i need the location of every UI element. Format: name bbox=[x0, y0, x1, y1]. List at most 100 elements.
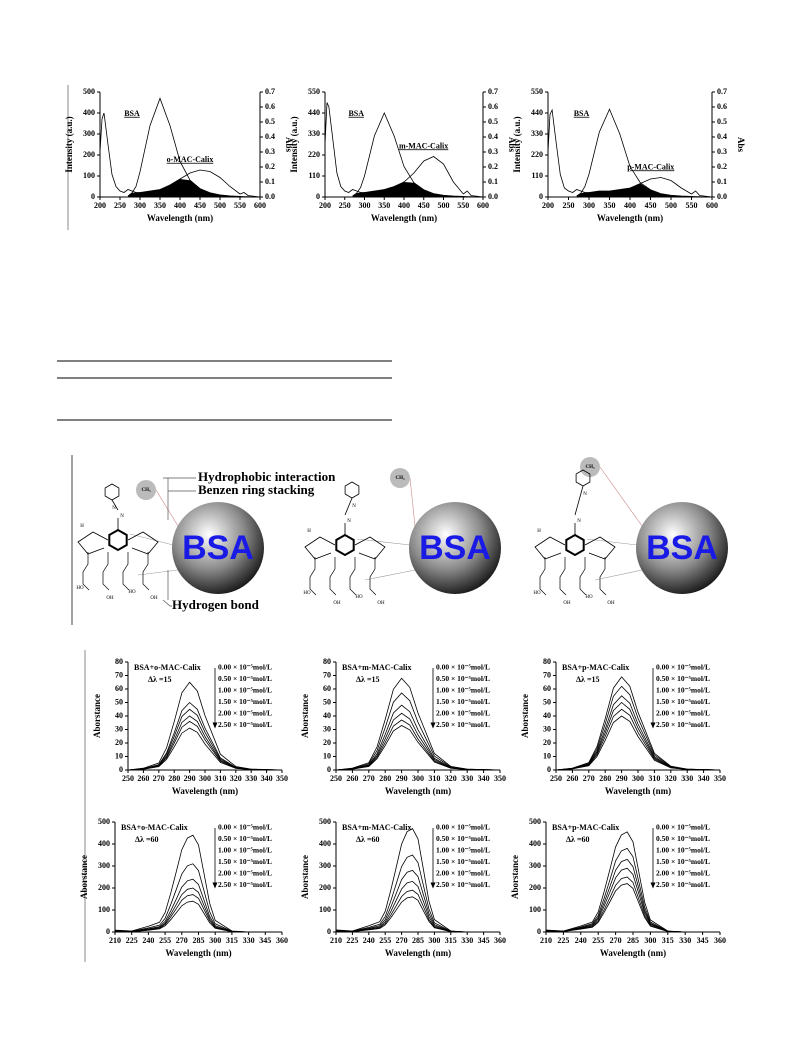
atom-label: HO bbox=[355, 595, 363, 600]
atom-label: HO bbox=[303, 591, 311, 596]
legend-arrowhead bbox=[212, 882, 218, 889]
x-tick-label: 300 bbox=[428, 936, 440, 945]
bsa-sphere bbox=[409, 502, 501, 594]
spectrum-line bbox=[545, 867, 720, 933]
y-tick-label: 80 bbox=[543, 657, 551, 666]
x-tick-label: 290 bbox=[184, 774, 196, 783]
x-axis-label: Wavelength (nm) bbox=[172, 786, 238, 796]
y-tick-label: 0 bbox=[547, 765, 551, 774]
x-tick-label: 240 bbox=[575, 936, 587, 945]
contact-line bbox=[356, 538, 411, 546]
x-tick-label: 200 bbox=[94, 201, 106, 210]
interaction-label: Benzen ring stacking bbox=[198, 482, 315, 497]
series-label: BSA bbox=[348, 109, 364, 118]
y-tick-label: 300 bbox=[319, 861, 331, 870]
y-axis-label: Intensity (a.u.) bbox=[289, 116, 299, 172]
x-tick-label: 270 bbox=[363, 774, 375, 783]
x-tick-label: 300 bbox=[134, 201, 146, 210]
x-tick-label: 450 bbox=[418, 201, 430, 210]
x-tick-label: 330 bbox=[679, 936, 691, 945]
sample-label: BSA+m-MAC-Calix bbox=[342, 663, 411, 672]
y-tick-label: 0 bbox=[539, 192, 543, 201]
calix-arm bbox=[584, 536, 616, 560]
legend-arrowhead bbox=[650, 722, 656, 729]
atom-label: HO bbox=[76, 586, 84, 591]
y-tick-label: 0 bbox=[537, 927, 541, 936]
y-tick-label: 50 bbox=[115, 697, 123, 706]
x-tick-label: 310 bbox=[428, 774, 440, 783]
atom-label: OH bbox=[106, 596, 114, 601]
y-tick-label: 200 bbox=[83, 150, 95, 159]
spectrum-line bbox=[547, 108, 713, 198]
y-tick-label: 70 bbox=[543, 670, 551, 679]
legend-label: 0.00 × 10⁻⁵mol/L bbox=[656, 663, 710, 672]
x-tick-label: 290 bbox=[396, 774, 408, 783]
x-tick-label: 270 bbox=[583, 774, 595, 783]
x-tick-label: 250 bbox=[339, 201, 351, 210]
sample-label: BSA+m-MAC-Calix bbox=[342, 823, 411, 832]
legend-label: 0.00 × 10⁻⁵mol/L bbox=[218, 663, 272, 672]
y2-tick-label: 0.1 bbox=[488, 177, 498, 186]
x-tick-label: 550 bbox=[686, 201, 698, 210]
y-axis-label: Aborstance bbox=[79, 855, 89, 899]
shift-label: Δλ =15 bbox=[356, 675, 380, 684]
x-tick-label: 290 bbox=[616, 774, 628, 783]
spectrum-line bbox=[127, 681, 283, 771]
interaction-label: Hydrophobic interaction bbox=[198, 469, 336, 484]
spectrum-line bbox=[545, 847, 720, 933]
x-axis-label: Wavelength (nm) bbox=[385, 786, 451, 796]
legend-label: 2.50 × 10⁻⁵mol/L bbox=[436, 880, 490, 889]
atom-label: N bbox=[120, 514, 124, 519]
spectrum-line bbox=[576, 108, 713, 198]
x-tick-label: 285 bbox=[193, 936, 205, 945]
y-tick-label: 50 bbox=[543, 697, 551, 706]
y-axis-label: Aborstance bbox=[300, 855, 310, 899]
contact-line bbox=[155, 489, 179, 527]
series-label: m-MAC-Calix bbox=[399, 141, 448, 150]
methyl-circle bbox=[580, 457, 600, 477]
y-tick-label: 10 bbox=[543, 751, 551, 760]
y-tick-label: 220 bbox=[531, 150, 543, 159]
x-tick-label: 260 bbox=[137, 774, 149, 783]
x-tick-label: 330 bbox=[461, 774, 473, 783]
y-tick-label: 500 bbox=[83, 87, 95, 96]
y-tick-label: 300 bbox=[529, 861, 541, 870]
y-tick-label: 70 bbox=[115, 670, 123, 679]
calix-ring bbox=[335, 533, 355, 557]
y-tick-label: 200 bbox=[319, 883, 331, 892]
y-tick-label: 110 bbox=[308, 171, 320, 180]
legend-label: 2.00 × 10⁻⁵mol/L bbox=[656, 709, 710, 718]
atom-label: N bbox=[352, 504, 356, 509]
x-tick-label: 300 bbox=[583, 201, 595, 210]
x-tick-label: 340 bbox=[261, 774, 273, 783]
spectrum-line bbox=[114, 863, 282, 933]
x-tick-label: 200 bbox=[542, 201, 554, 210]
x-tick-label: 320 bbox=[445, 774, 457, 783]
y2-tick-label: 0.3 bbox=[265, 147, 275, 156]
ester-chain bbox=[559, 557, 567, 596]
x-tick-label: 250 bbox=[330, 774, 342, 783]
methyl-circle bbox=[136, 480, 156, 500]
methyl-label: CH₃ bbox=[586, 465, 596, 470]
atom-label: H bbox=[307, 529, 311, 534]
y-tick-label: 400 bbox=[83, 108, 95, 117]
legend-label: 2.00 × 10⁻⁵mol/L bbox=[436, 709, 490, 718]
legend-arrowhead bbox=[430, 882, 436, 889]
protein-label: BSA bbox=[419, 529, 491, 567]
x-tick-label: 285 bbox=[412, 936, 424, 945]
legend-label: 0.50 × 10⁻⁵mol/L bbox=[656, 674, 710, 683]
x-tick-label: 500 bbox=[438, 201, 450, 210]
y2-tick-label: 0.1 bbox=[717, 177, 727, 186]
bond bbox=[574, 485, 584, 516]
legend-arrowhead bbox=[430, 722, 436, 729]
y2-tick-label: 0.6 bbox=[488, 102, 498, 111]
ester-chain bbox=[369, 557, 377, 596]
y-tick-label: 500 bbox=[319, 817, 331, 826]
x-tick-label: 320 bbox=[665, 774, 677, 783]
shift-label: Δλ =60 bbox=[135, 835, 159, 844]
calix-ring bbox=[108, 528, 128, 552]
bond bbox=[344, 497, 353, 516]
y-tick-label: 0 bbox=[91, 192, 95, 201]
x-tick-label: 210 bbox=[109, 936, 121, 945]
x-axis-label: Wavelength (nm) bbox=[605, 786, 671, 796]
